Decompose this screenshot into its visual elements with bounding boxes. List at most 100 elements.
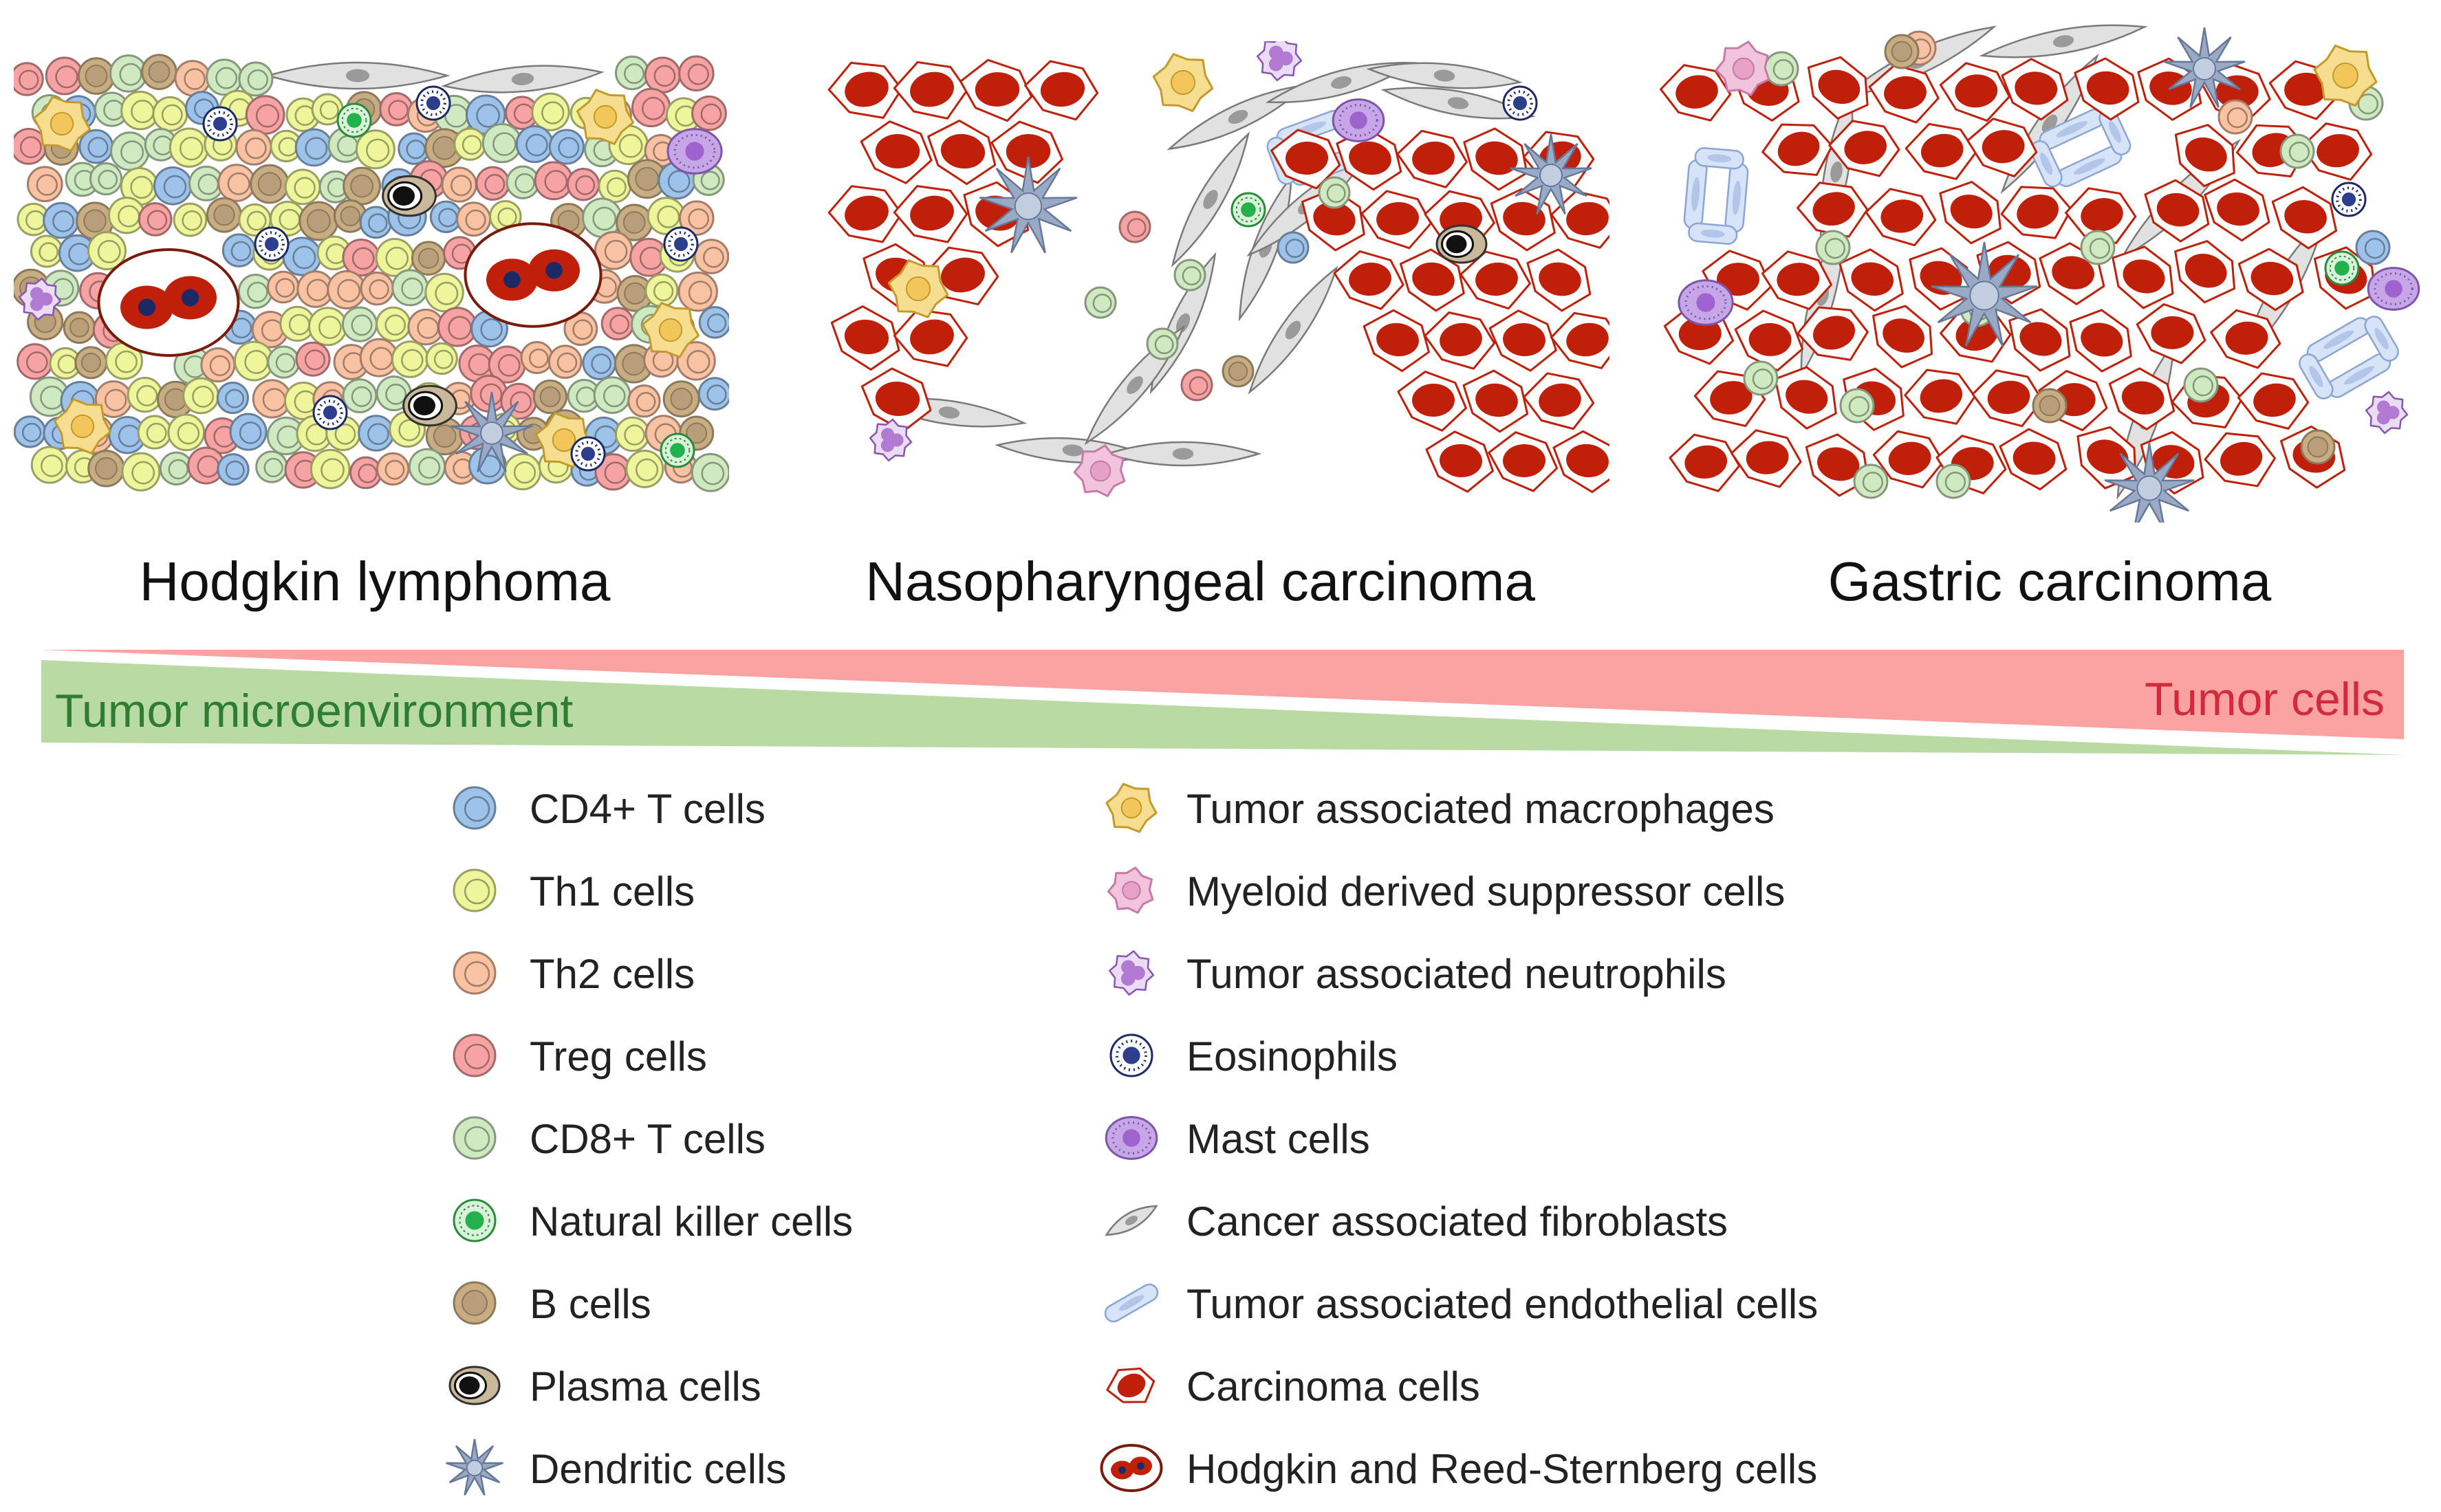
- cd4-cell: [429, 200, 463, 234]
- cd8-cell: [65, 162, 100, 197]
- carcinoma-cell: [2271, 186, 2338, 250]
- carcinoma-cell: [2008, 308, 2071, 372]
- treg-cell: [1118, 210, 1151, 243]
- cd8-cell: [481, 122, 523, 164]
- treg-cell: [600, 307, 635, 341]
- tan-cell: [1256, 41, 1303, 82]
- cd4-cell: [58, 234, 96, 272]
- cd8-cell: [1815, 230, 1851, 265]
- carcinoma-cell: [1523, 372, 1595, 430]
- carcinoma-cell: [1797, 182, 1869, 238]
- th1-cell: [107, 197, 146, 234]
- th2-cell: [678, 200, 715, 236]
- tan-cell: [869, 418, 913, 462]
- cd4-cell: [398, 132, 431, 165]
- cd8-cell: [1743, 360, 1779, 396]
- carcinoma-cell: [2069, 309, 2132, 373]
- treg-cell: [349, 456, 382, 490]
- carcinoma-cell: [1939, 181, 2001, 245]
- cd4-cell: [698, 306, 729, 339]
- carcinoma-cell: [1460, 250, 1531, 310]
- cd4-cell: [358, 415, 395, 452]
- th2-cell: [235, 129, 272, 166]
- bcell-cell: [74, 346, 108, 380]
- legend-item: Tumor associated neutrophils: [1097, 935, 1991, 1011]
- mdsc-icon: [1107, 866, 1154, 914]
- carcinoma-cell: [2076, 426, 2137, 490]
- endothelial-icon: [1104, 1283, 1159, 1323]
- th1-icon: [453, 868, 497, 912]
- gastric-carcinoma-illustration: [1660, 24, 2420, 523]
- cd4-cell: [153, 166, 193, 206]
- cd8-cell: [1318, 176, 1351, 209]
- carcinoma-cell: [1397, 371, 1467, 432]
- legend-label: CD4+ T cells: [530, 786, 766, 832]
- carcinoma-cell: [2074, 57, 2140, 121]
- bcell-icon: [453, 1281, 497, 1325]
- eos-cell: [415, 85, 451, 121]
- th2-cell: [676, 341, 716, 381]
- carcinoma-cell: [959, 58, 1033, 122]
- vessel: [1683, 147, 1749, 245]
- th2-cell: [360, 271, 395, 306]
- carcinoma-cell: [1360, 190, 1432, 250]
- fibroblast-cell: [441, 65, 605, 94]
- endothelial-cell: [1724, 162, 1749, 233]
- tan-icon: [1108, 950, 1155, 996]
- carcinoma-cell: [1024, 60, 1099, 121]
- cd8-cell: [593, 376, 631, 415]
- treg-cell: [245, 95, 285, 135]
- fibroblast-cell: [1105, 1205, 1158, 1236]
- bcell-cell: [141, 54, 177, 90]
- hrs-icon: [1100, 1444, 1163, 1492]
- th1-cell: [644, 273, 679, 308]
- bcell-cell: [250, 164, 290, 204]
- th1-cell: [105, 342, 144, 380]
- legend-label: Plasma cells: [530, 1363, 761, 1410]
- legend-item: Th1 cells: [440, 853, 990, 928]
- mast-icon: [1105, 1116, 1158, 1160]
- legend-label: Th1 cells: [530, 868, 695, 914]
- th1-cell: [531, 92, 570, 131]
- carcinoma-cell: [1734, 309, 1804, 372]
- carcinoma-cell: [1828, 120, 1900, 177]
- title-gastric-carcinoma: Gastric carcinoma: [1827, 551, 2272, 612]
- th2-cell: [677, 271, 718, 312]
- th1-cell: [391, 340, 429, 378]
- tan-cell: [2365, 391, 2409, 435]
- legend-right-column: Tumor associated macrophages Myeloid deri…: [1097, 770, 1991, 1499]
- carcinoma-cell: [1761, 123, 1834, 176]
- th2-cell: [26, 166, 63, 203]
- mast-cell: [1332, 98, 1385, 142]
- plasma-icon: [448, 1366, 501, 1405]
- cd8-cell: [408, 448, 446, 486]
- th2-cell: [547, 344, 583, 380]
- th1-cell: [167, 413, 206, 452]
- dendritic-cell: [979, 156, 1078, 254]
- cd4-cell: [221, 233, 257, 267]
- carcinoma-cell: [2136, 303, 2206, 364]
- legend-label: Hodgkin and Reed-Sternberg cells: [1186, 1446, 1818, 1492]
- cd4-cell: [2355, 230, 2391, 265]
- th2-cell: [359, 338, 399, 377]
- legend-label: Dendritic cells: [530, 1446, 787, 1492]
- mdsc-glyph: [1107, 866, 1154, 914]
- vessel: [2030, 108, 2131, 188]
- th2-cell: [520, 340, 554, 375]
- bcell-cell: [333, 199, 367, 233]
- nk-cell: [1230, 192, 1266, 228]
- th2-cell: [174, 60, 211, 97]
- carcinoma-cell: [1865, 188, 1937, 247]
- legend-label: Eosinophils: [1186, 1033, 1398, 1080]
- dendritic-icon: [446, 1438, 503, 1496]
- cd4-cell: [515, 125, 554, 164]
- fibroblast-cell: [265, 61, 451, 90]
- carcinoma-cell: [1868, 63, 1940, 124]
- cd4-cell: [582, 345, 617, 380]
- legend-item: Treg cells: [440, 1018, 990, 1093]
- th2-cell: [456, 201, 492, 237]
- mast-cell: [666, 128, 723, 175]
- endothelial-cell: [2030, 140, 2063, 188]
- cd4-icon: [453, 786, 497, 830]
- carcinoma-cell: [1333, 250, 1404, 310]
